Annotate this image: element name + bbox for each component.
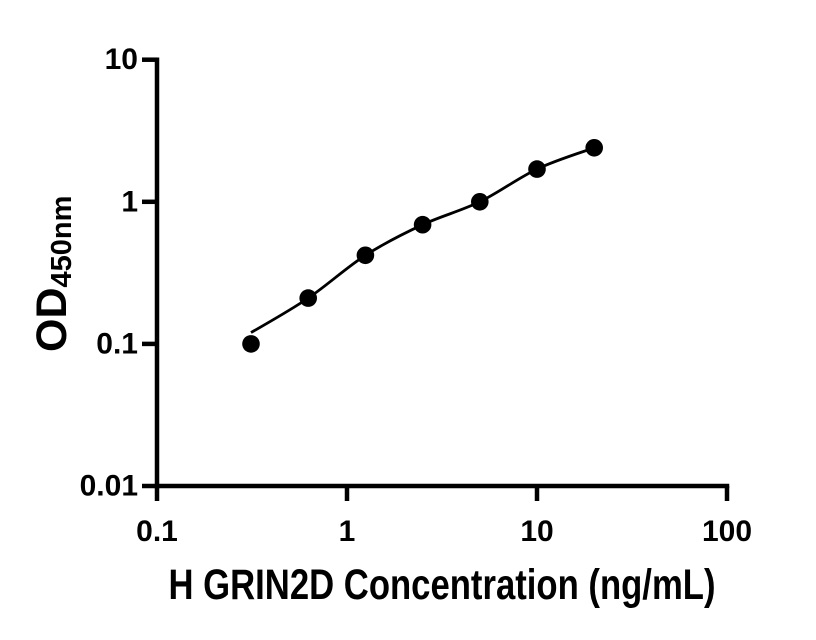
data-point-7 xyxy=(585,139,603,157)
y-axis-title-subscript: 450nm xyxy=(46,196,78,288)
x-tick-label-0.1: 0.1 xyxy=(136,515,178,548)
y-axis-title: OD450nm xyxy=(28,196,78,352)
x-tick-label-1: 1 xyxy=(339,515,356,548)
y-tick-label-0.1: 0.1 xyxy=(96,327,138,360)
y-tick-label-0.01: 0.01 xyxy=(80,470,138,503)
data-point-2 xyxy=(299,289,318,307)
x-tick-label-10: 10 xyxy=(520,515,553,548)
y-tick-label-10: 10 xyxy=(105,43,138,76)
data-point-5 xyxy=(471,193,489,211)
plot-area xyxy=(242,139,603,353)
y-tick-label-1: 1 xyxy=(121,185,138,218)
x-axis-title: H GRIN2D Concentration (ng/mL) xyxy=(169,561,716,609)
axes: 10 1 0.1 0.01 0.1 1 10 100 xyxy=(80,43,752,548)
data-point-4 xyxy=(413,215,432,234)
y-axis-title-main: OD xyxy=(28,288,76,353)
x-tick-label-100: 100 xyxy=(702,515,752,548)
data-point-6 xyxy=(528,160,546,178)
data-point-1 xyxy=(242,335,260,353)
data-point-3 xyxy=(356,246,375,265)
